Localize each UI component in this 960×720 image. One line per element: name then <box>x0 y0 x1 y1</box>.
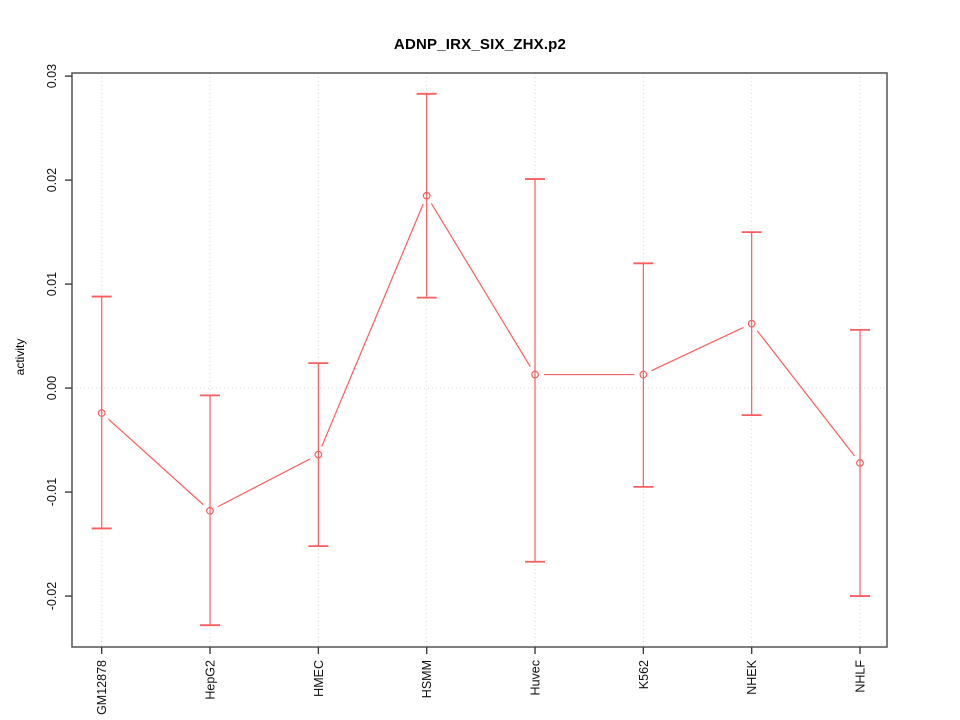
data-point-GM12878 <box>97 409 106 417</box>
series-segment <box>430 203 531 368</box>
data-point-HMEC <box>314 450 323 459</box>
x-axis-tick-label-Huvec: Huvec <box>529 660 543 695</box>
y-axis-tick-label: 0.02 <box>45 168 59 192</box>
data-point-HSMM <box>422 191 431 200</box>
data-point-NHLF <box>856 459 864 467</box>
series-segment <box>756 330 855 457</box>
series-segment <box>217 458 311 508</box>
series-segment <box>651 326 744 372</box>
y-axis-tick-label: 0.01 <box>45 272 59 296</box>
y-axis-tick-label: -0.02 <box>45 582 59 611</box>
x-axis-tick-label-HSMM: HSMM <box>420 660 434 698</box>
data-point-NHEK <box>747 319 756 328</box>
series-segment <box>321 203 424 447</box>
data-point-HepG2 <box>206 506 214 515</box>
x-axis-tick-label-K562: K562 <box>637 660 651 689</box>
x-axis-tick-label-NHEK: NHEK <box>745 659 759 694</box>
plot-box <box>71 72 888 648</box>
chart-title: ADNP_IRX_SIX_ZHX.p2 <box>393 36 567 53</box>
y-axis-tick-label: 0.03 <box>45 64 59 88</box>
x-axis-tick-label-GM12878: GM12878 <box>95 660 109 715</box>
x-axis-tick-label-HepG2: HepG2 <box>204 660 218 700</box>
data-point-Huvec <box>531 370 539 379</box>
y-axis-tick-label: 0.00 <box>45 376 59 400</box>
series-segment <box>107 418 204 506</box>
x-axis-tick-label-HMEC: HMEC <box>312 660 326 697</box>
data-point-K562 <box>639 370 648 379</box>
x-axis-tick-label-NHLF: NHLF <box>854 660 868 693</box>
y-axis-tick-label: -0.01 <box>45 478 59 507</box>
